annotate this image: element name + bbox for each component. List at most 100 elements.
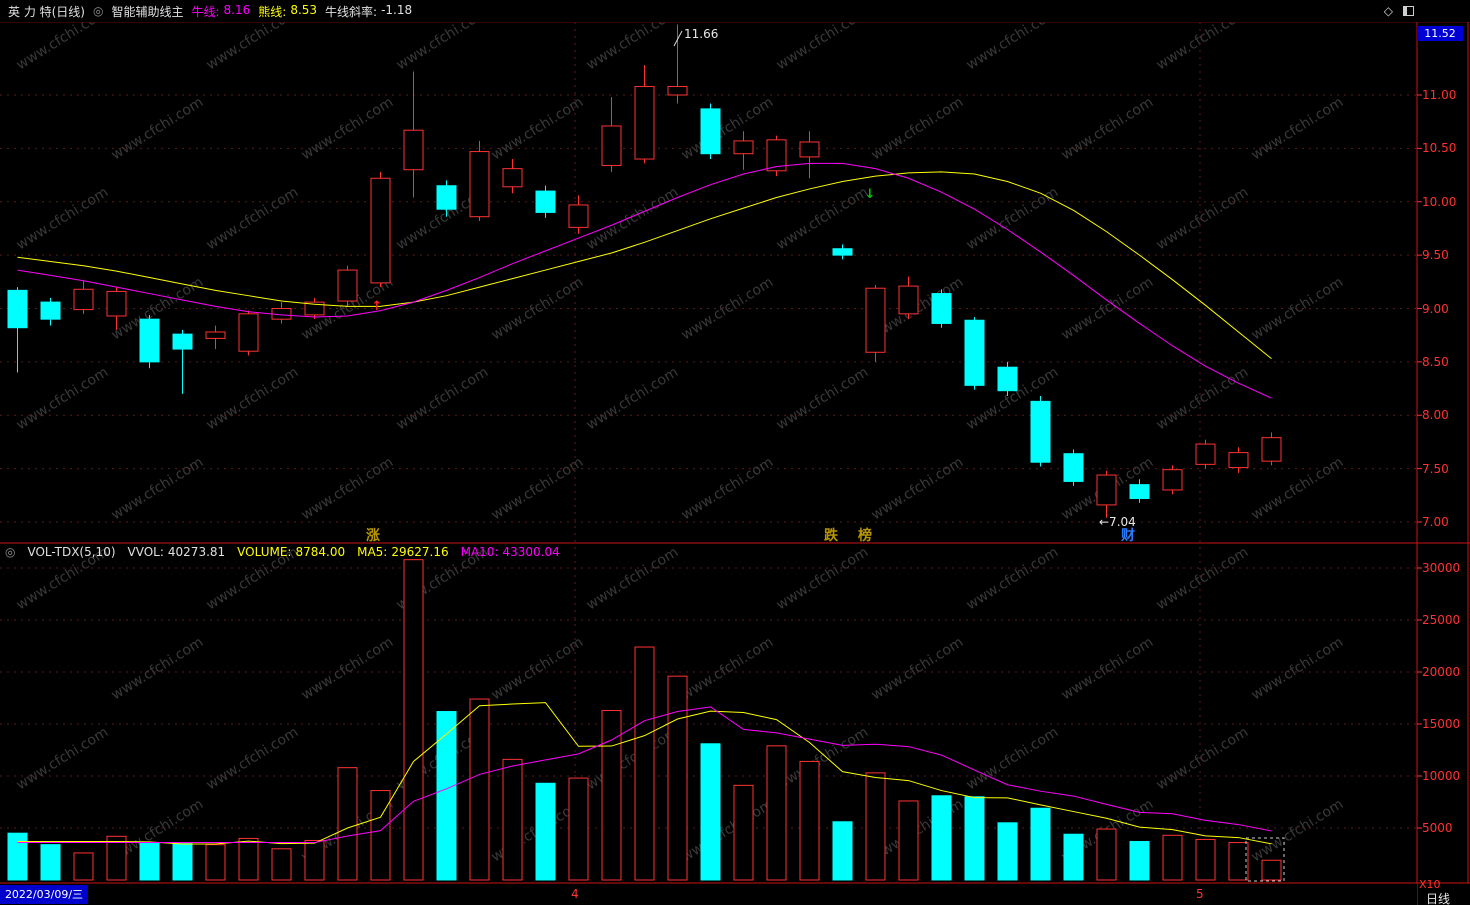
volume-bar xyxy=(766,745,787,881)
watermark: www.cfchi.com xyxy=(1154,724,1251,793)
price-axis: 11.52 X10 日线 11.00 10.50 10.00 9.50 9.00 8.50… xyxy=(1417,22,1470,905)
candle-body xyxy=(634,85,655,160)
candle-body xyxy=(700,108,721,155)
volume-bar xyxy=(832,821,853,881)
volume-collapse-icon[interactable]: ◎ xyxy=(5,544,16,559)
price-tick-label: 7.00 xyxy=(1422,515,1449,529)
candle-body xyxy=(601,125,622,166)
watermark: www.cfchi.com xyxy=(869,634,966,703)
price-tick-label: 10.00 xyxy=(1422,194,1457,209)
sell-signal-icon: ↓ xyxy=(865,187,876,202)
price-tick-label: 7.50 xyxy=(1422,461,1449,476)
bear-ma-line xyxy=(17,171,1272,360)
watermark: www.cfchi.com xyxy=(1249,454,1346,523)
event-marker: 涨 xyxy=(366,528,380,544)
watermark: www.cfchi.com xyxy=(679,94,776,163)
indicator-name[interactable]: 智能辅助线主 xyxy=(111,4,184,19)
watermark: www.cfchi.com xyxy=(489,274,586,343)
volume-bar xyxy=(931,795,952,881)
candle-body xyxy=(766,139,787,172)
window-controls: ◇ xyxy=(1384,4,1462,18)
watermark: www.cfchi.com xyxy=(1154,364,1251,433)
watermark: www.cfchi.com xyxy=(964,544,1061,613)
watermark: www.cfchi.com xyxy=(1059,634,1156,703)
ma5-value: MA5: 29627.16 xyxy=(357,544,449,559)
volume-tick-label: 5000 xyxy=(1422,821,1453,835)
event-marker: 财 xyxy=(1120,527,1135,544)
bull-line-value: 牛线: 8.16 xyxy=(191,2,251,19)
volume-bar xyxy=(172,843,193,881)
annotation-pointer xyxy=(673,30,683,47)
volume-indicator-name[interactable]: VOL-TDX(5,10) xyxy=(27,544,116,559)
volume-bar xyxy=(337,767,358,881)
watermark: www.cfchi.com xyxy=(299,634,396,703)
volume-bar xyxy=(271,848,292,881)
candle-body xyxy=(172,333,193,350)
price-tick-label: 8.00 xyxy=(1422,408,1449,423)
volume-bar xyxy=(502,758,523,881)
watermark: www.cfchi.com xyxy=(964,724,1061,793)
volume-bar xyxy=(139,842,160,881)
candle-body xyxy=(733,140,754,155)
volume-bar xyxy=(7,832,28,881)
candle-body xyxy=(667,85,688,96)
volume-bar xyxy=(1030,807,1051,881)
volume-multiplier-label: X10 xyxy=(1419,878,1441,891)
top-bar: 英 力 特(日线) ◎ 智能辅助线主 牛线: 8.16 熊线: 8.53 牛线斜率:… xyxy=(0,0,1470,22)
watermark: www.cfchi.com xyxy=(584,184,681,253)
volume-bar xyxy=(634,646,655,881)
diamond-icon[interactable]: ◇ xyxy=(1383,4,1393,18)
volume-bar xyxy=(304,839,325,881)
candle-body xyxy=(205,331,226,339)
volume-header: ◎ VOL-TDX(5,10) VVOL: 40273.81 VOLUME: 878… xyxy=(5,544,560,559)
candle-body xyxy=(799,141,820,158)
indicator-collapse-icon[interactable]: ◎ xyxy=(93,4,104,18)
watermark: www.cfchi.com xyxy=(1154,184,1251,253)
candle-body xyxy=(403,129,424,171)
candle-body xyxy=(832,248,853,256)
watermark: www.cfchi.com xyxy=(1249,94,1346,163)
watermark: www.cfchi.com xyxy=(489,454,586,523)
volume-bar xyxy=(370,790,391,881)
volume-bar xyxy=(1261,859,1282,881)
candle-body xyxy=(1096,474,1117,506)
watermark: www.cfchi.com xyxy=(679,796,776,865)
volume-tick-label: 25000 xyxy=(1422,613,1461,627)
candle-body xyxy=(1228,452,1249,469)
watermark: www.cfchi.com xyxy=(109,454,206,523)
volume-bar xyxy=(799,760,820,881)
candle-body xyxy=(238,313,259,352)
candle-body xyxy=(931,293,952,324)
candle-body xyxy=(40,301,61,320)
watermark: www.cfchi.com xyxy=(869,454,966,523)
bull-slope-value: 牛线斜率: -1.18 xyxy=(325,2,413,19)
price-tick-label: 10.50 xyxy=(1422,141,1457,156)
watermark: www.cfchi.com xyxy=(774,544,871,613)
watermark: www.cfchi.com xyxy=(109,634,206,703)
candle-body xyxy=(898,285,919,315)
date-box: 2022/03/09/三 xyxy=(0,885,88,904)
volume-bar xyxy=(106,835,127,881)
window-layout-icon[interactable] xyxy=(1403,6,1414,16)
candle-body xyxy=(73,288,94,311)
candle-body xyxy=(1162,469,1183,491)
ma10-value: MA10: 43300.04 xyxy=(460,544,560,559)
volume-ma10-line xyxy=(17,706,1272,844)
candle-body xyxy=(865,287,886,353)
candle-body xyxy=(7,289,28,329)
symbol-title: 英 力 特(日线) xyxy=(8,4,85,19)
current-price-tag: 11.52 xyxy=(1417,26,1463,41)
price-tick-label: 9.50 xyxy=(1422,248,1449,263)
candle-body xyxy=(337,269,358,302)
volume-bar xyxy=(568,777,589,881)
candle-body xyxy=(1063,453,1084,482)
volume-bar xyxy=(997,822,1018,881)
bull-ma-line xyxy=(17,162,1272,399)
volume-bar xyxy=(205,844,226,881)
month-marker: 5 xyxy=(1196,887,1204,901)
candle-body xyxy=(436,185,457,210)
candle-body xyxy=(1261,437,1282,462)
period-label[interactable]: 日线 xyxy=(1426,892,1451,905)
watermark: www.cfchi.com xyxy=(774,364,871,433)
